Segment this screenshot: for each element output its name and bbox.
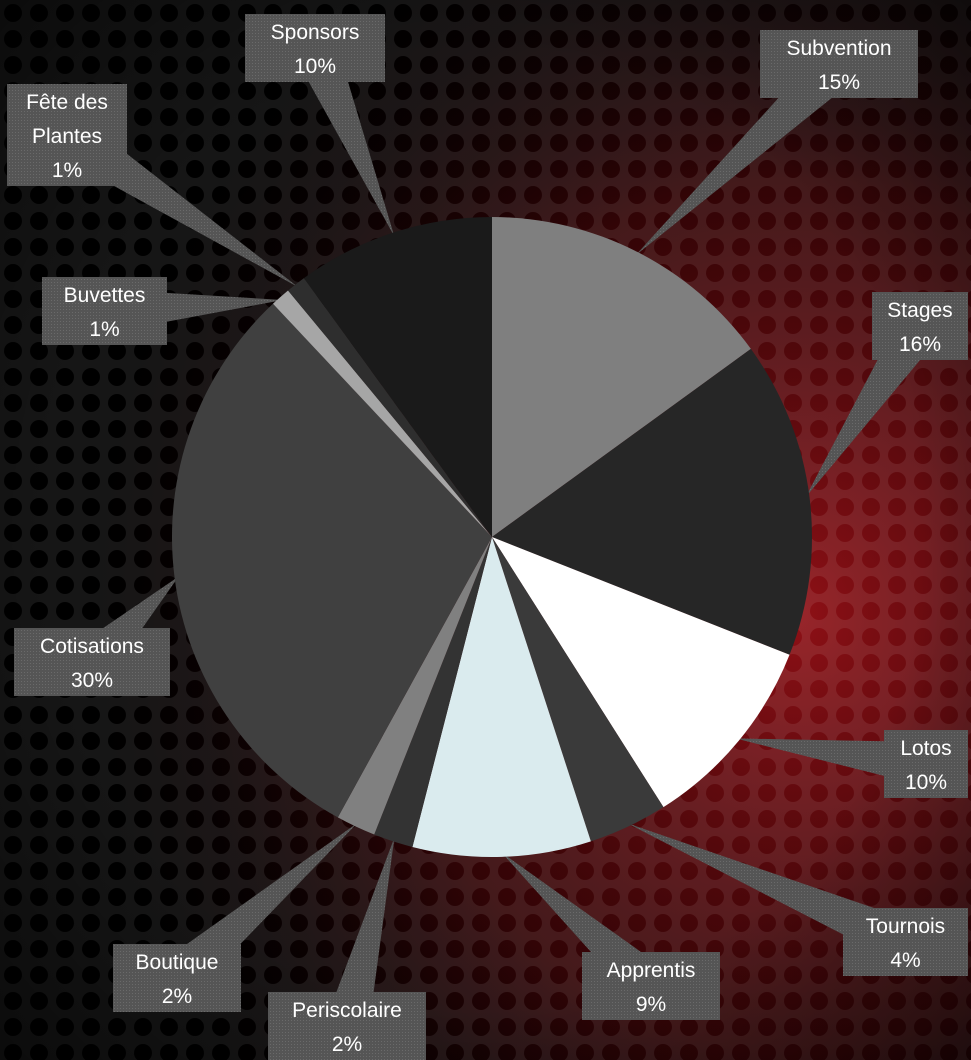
- data-label-cotisations: Cotisations 30%: [14, 628, 170, 696]
- pie-slice-tournois[interactable]: [492, 537, 664, 842]
- callout-pointer-periscolaire: [325, 837, 395, 1032]
- callout-pointer-tournois: [626, 822, 915, 963]
- data-label-percent: 4%: [890, 949, 920, 972]
- callout-pointer-subvention: [635, 48, 855, 256]
- data-label-box: [760, 30, 918, 98]
- slice-layer: [171, 217, 813, 858]
- data-label-box: [582, 952, 720, 1020]
- callout-pointer-sponsors: [294, 39, 395, 237]
- data-label-percent: 15%: [818, 71, 860, 94]
- data-label-name: Lotos: [900, 737, 951, 760]
- data-label-tournois: Tournois 4%: [843, 908, 968, 976]
- data-label-percent: 9%: [636, 993, 666, 1016]
- data-label-name: Stages: [887, 299, 952, 322]
- data-label-box: [14, 628, 170, 696]
- data-label-box: [884, 730, 968, 798]
- pie-slice-subvention[interactable]: [492, 217, 751, 537]
- data-label-box: [42, 277, 167, 345]
- data-label-name: Buvettes: [64, 284, 146, 307]
- data-label-fete-des-plantes: Fête des Plantes 1%: [7, 84, 127, 186]
- pie-slice-buvettes[interactable]: [272, 290, 492, 537]
- data-label-name: Plantes: [32, 125, 102, 148]
- data-label-stages: Stages 16%: [872, 292, 968, 360]
- callout-pointer-lotos: [735, 738, 929, 786]
- data-label-box: [7, 84, 127, 186]
- data-label-name: Apprentis: [607, 959, 696, 982]
- data-label-percent: 1%: [52, 159, 82, 182]
- data-label-name: Tournois: [866, 915, 945, 938]
- data-label-boutique: Boutique 2%: [113, 944, 241, 1012]
- data-label-box: [113, 944, 241, 1012]
- data-label-percent: 10%: [905, 771, 947, 794]
- pie-slice-cotisations[interactable]: [171, 303, 492, 818]
- data-label-lotos: Lotos 10%: [884, 730, 968, 798]
- pie-slice-fete-des-plantes[interactable]: [288, 278, 492, 537]
- data-label-name: Subvention: [786, 37, 891, 60]
- data-label-name: Periscolaire: [292, 999, 402, 1022]
- data-label-name: Cotisations: [40, 635, 144, 658]
- pie-slice-sponsors[interactable]: [303, 217, 492, 537]
- data-label-sponsors: Sponsors 10%: [245, 14, 385, 82]
- data-label-percent: 10%: [294, 55, 336, 78]
- pie-slice-periscolaire[interactable]: [374, 537, 492, 847]
- data-label-percent: 30%: [71, 669, 113, 692]
- data-label-percent: 2%: [162, 985, 192, 1008]
- data-label-buvettes: Buvettes 1%: [42, 277, 167, 345]
- data-label-percent: 1%: [89, 318, 119, 341]
- data-label-box: [245, 14, 385, 82]
- data-label-subvention: Subvention 15%: [760, 30, 918, 98]
- data-label-apprentis: Apprentis 9%: [582, 952, 720, 1020]
- data-label-percent: 2%: [332, 1033, 362, 1056]
- pie-slice-lotos[interactable]: [492, 537, 790, 808]
- data-label-name: Boutique: [136, 951, 219, 974]
- data-label-periscolaire: Periscolaire 2%: [268, 992, 426, 1060]
- pie-slice-stages[interactable]: [492, 348, 813, 655]
- data-label-box: [872, 292, 968, 360]
- data-label-percent: 16%: [899, 333, 941, 356]
- data-label-name: Fête des: [26, 91, 108, 114]
- data-label-name: Sponsors: [271, 21, 360, 44]
- data-label-box: [843, 908, 968, 976]
- pie-slice-boutique[interactable]: [337, 537, 492, 835]
- label-layer: Subvention 15% Stages 16% Lotos 10% Tournois 4%…: [7, 14, 968, 1060]
- pie-slice-apprentis[interactable]: [412, 537, 591, 858]
- data-label-box: [268, 992, 426, 1060]
